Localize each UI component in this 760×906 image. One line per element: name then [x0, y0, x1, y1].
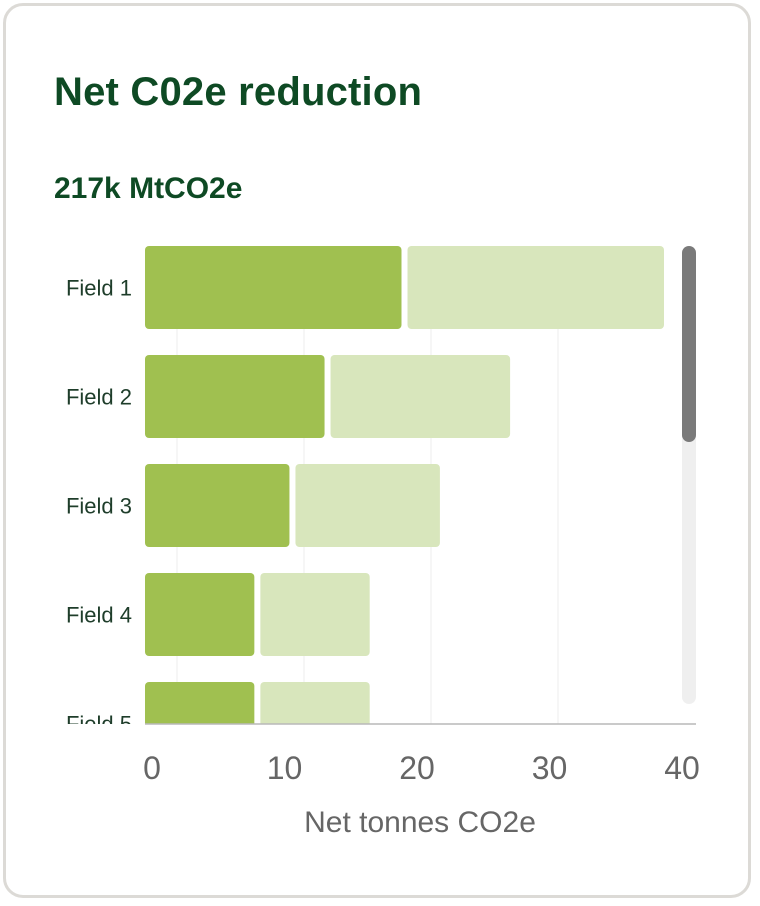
x-tick-label: 0 — [143, 750, 161, 786]
bar-segment-primary[interactable] — [145, 573, 255, 656]
bar-segment-secondary[interactable] — [295, 464, 440, 547]
bar-segment-primary[interactable] — [145, 246, 402, 329]
chart-scrollbar-thumb[interactable] — [682, 246, 696, 442]
category-label: Field 2 — [66, 385, 132, 410]
total-reduction-value: 217k MtCO2e — [54, 172, 243, 205]
x-tick-label: 30 — [532, 750, 568, 786]
x-tick-label: 20 — [399, 750, 435, 786]
x-tick-label: 10 — [267, 750, 303, 786]
co2e-reduction-card — [3, 3, 751, 898]
category-label: Field 4 — [66, 603, 132, 628]
category-label: Field 5 — [66, 712, 132, 737]
bar-segment-secondary[interactable] — [330, 355, 511, 438]
bar-segment-secondary[interactable] — [260, 682, 370, 765]
category-label: Field 1 — [66, 276, 132, 301]
x-axis-label: Net tonnes CO2e — [304, 806, 536, 839]
bar-segment-secondary[interactable] — [260, 573, 370, 656]
bar-segment-primary[interactable] — [145, 355, 325, 438]
x-tick-label: 40 — [664, 750, 700, 786]
category-label: Field 3 — [66, 494, 132, 519]
bar-segment-primary[interactable] — [145, 682, 255, 765]
card-title: Net C02e reduction — [54, 70, 423, 114]
bar-segment-primary[interactable] — [145, 464, 290, 547]
bar-segment-secondary[interactable] — [407, 246, 665, 329]
